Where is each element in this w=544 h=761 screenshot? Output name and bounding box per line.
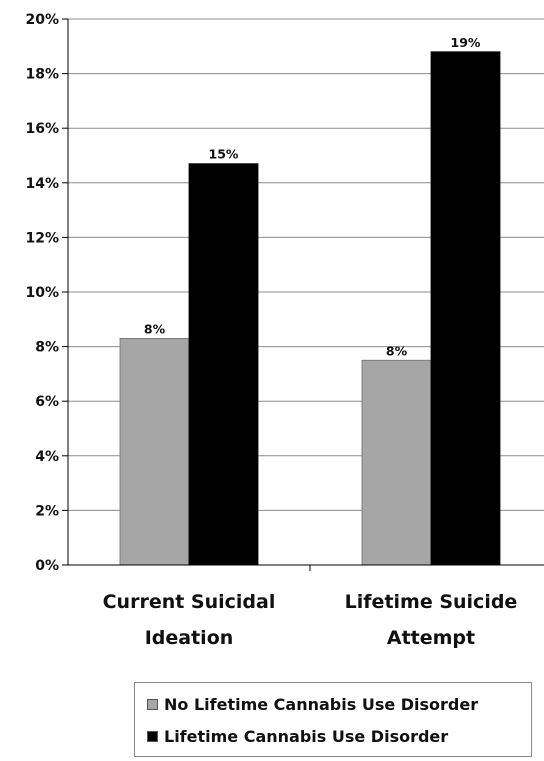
y-tick-label: 20% bbox=[25, 12, 59, 28]
y-tick-label: 18% bbox=[25, 67, 59, 83]
y-tick-label: 4% bbox=[35, 449, 59, 465]
category-label: Lifetime Suicide bbox=[345, 591, 518, 613]
data-label: 19% bbox=[451, 35, 481, 50]
bar-chart: 0%2%4%6%8%10%12%14%16%18%20% 8%15%8%19% … bbox=[25, 12, 544, 649]
data-label: 8% bbox=[386, 343, 408, 358]
legend-item-no-cud: No Lifetime Cannabis Use Disorder bbox=[147, 695, 478, 714]
data-labels: 8% 15% 8% 19% bbox=[144, 35, 481, 358]
legend-item-cud: Lifetime Cannabis Use Disorder bbox=[147, 727, 448, 746]
y-tick-label: 8% bbox=[35, 340, 59, 356]
x-axis bbox=[68, 564, 544, 571]
bars bbox=[119, 51, 501, 566]
legend-swatch-no-cud bbox=[147, 699, 158, 710]
y-tick-label: 2% bbox=[35, 503, 59, 519]
data-label: 8% bbox=[144, 321, 166, 336]
legend-label-no-cud: No Lifetime Cannabis Use Disorder bbox=[164, 695, 479, 714]
bar bbox=[430, 51, 501, 566]
y-tick-labels: 0% 2% 4% 6% 8% 10% 12% 14% 16% 18% 20% bbox=[25, 12, 59, 574]
y-tick-label: 16% bbox=[25, 121, 59, 137]
category-labels: Current Suicidal Ideation Lifetime Suicide… bbox=[103, 591, 518, 649]
legend-label-cud: Lifetime Cannabis Use Disorder bbox=[164, 727, 449, 746]
y-tick-label: 0% bbox=[35, 558, 59, 574]
bar bbox=[188, 163, 259, 566]
y-tick-label: 6% bbox=[35, 394, 59, 410]
y-tick-label: 10% bbox=[25, 285, 59, 301]
y-tick-label: 14% bbox=[25, 176, 59, 192]
bar bbox=[119, 338, 190, 566]
legend-swatch-cud bbox=[147, 731, 158, 742]
category-label: Ideation bbox=[145, 627, 234, 649]
category-label: Current Suicidal bbox=[103, 591, 276, 613]
bar bbox=[361, 359, 432, 566]
category-label: Attempt bbox=[387, 627, 475, 649]
y-axis bbox=[62, 18, 69, 566]
data-label: 15% bbox=[209, 147, 239, 162]
y-tick-label: 12% bbox=[25, 230, 59, 246]
legend: No Lifetime Cannabis Use Disorder Lifeti… bbox=[134, 682, 532, 757]
